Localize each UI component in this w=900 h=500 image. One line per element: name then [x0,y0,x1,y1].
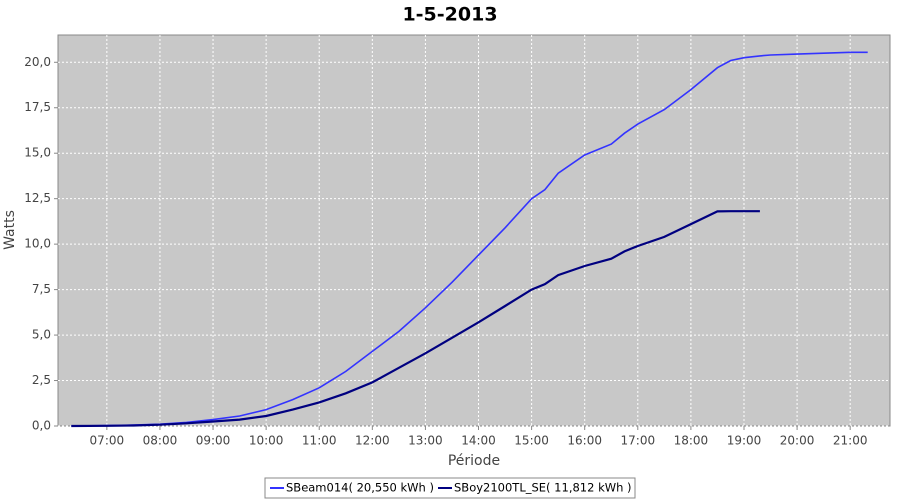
x-tick-label: 07:00 [90,434,125,448]
y-tick-label: 2,5 [32,373,51,387]
y-tick-label: 17,5 [24,100,51,114]
x-tick-label: 12:00 [355,434,390,448]
x-tick-label: 14:00 [461,434,496,448]
x-tick-label: 21:00 [833,434,868,448]
series-line [71,210,760,428]
chart-title: 1-5-2013 [402,4,497,26]
x-tick-label: 16:00 [567,434,602,448]
x-tick-label: 15:00 [514,434,549,448]
y-tick-label: 12,5 [24,191,51,205]
legend-label: SBoy2100TL_SE( 11,812 kWh ) [454,481,632,495]
plot-area [57,34,891,427]
x-tick-label: 19:00 [727,434,762,448]
x-tick-label: 08:00 [143,434,178,448]
series-line [71,51,868,427]
x-tick-label: 20:00 [780,434,815,448]
x-tick-label: 18:00 [674,434,709,448]
y-tick-label: 7,5 [32,282,51,296]
x-axis-label: Période [448,453,500,469]
x-tick-label: 09:00 [196,434,231,448]
x-tick-label: 13:00 [408,434,443,448]
y-tick-label: 15,0 [24,146,51,160]
y-tick-label: 5,0 [32,328,51,342]
x-tick-label: 11:00 [302,434,337,448]
x-tick-label: 17:00 [621,434,656,448]
y-tick-label: 20,0 [24,55,51,69]
legend-label: SBeam014( 20,550 kWh ) [286,481,434,495]
x-tick-label: 10:00 [249,434,284,448]
y-tick-label: 10,0 [24,237,51,251]
y-axis-label: Watts [2,210,18,250]
y-tick-label: 0,0 [32,419,51,433]
